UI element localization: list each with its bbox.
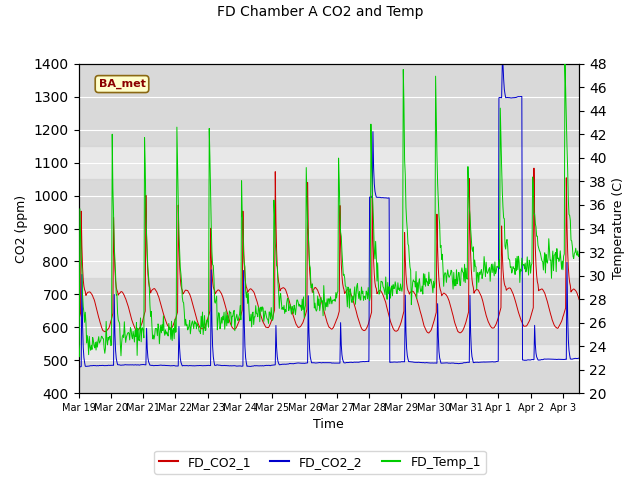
Text: FD Chamber A CO2 and Temp: FD Chamber A CO2 and Temp	[217, 5, 423, 19]
Y-axis label: Temperature (C): Temperature (C)	[612, 178, 625, 279]
Y-axis label: CO2 (ppm): CO2 (ppm)	[15, 194, 28, 263]
X-axis label: Time: Time	[314, 419, 344, 432]
Bar	[79, 64, 579, 146]
Bar	[79, 278, 579, 344]
Bar	[79, 179, 579, 228]
Legend: FD_CO2_1, FD_CO2_2, FD_Temp_1: FD_CO2_1, FD_CO2_2, FD_Temp_1	[154, 451, 486, 474]
Bar	[79, 360, 579, 393]
Text: BA_met: BA_met	[99, 79, 145, 89]
